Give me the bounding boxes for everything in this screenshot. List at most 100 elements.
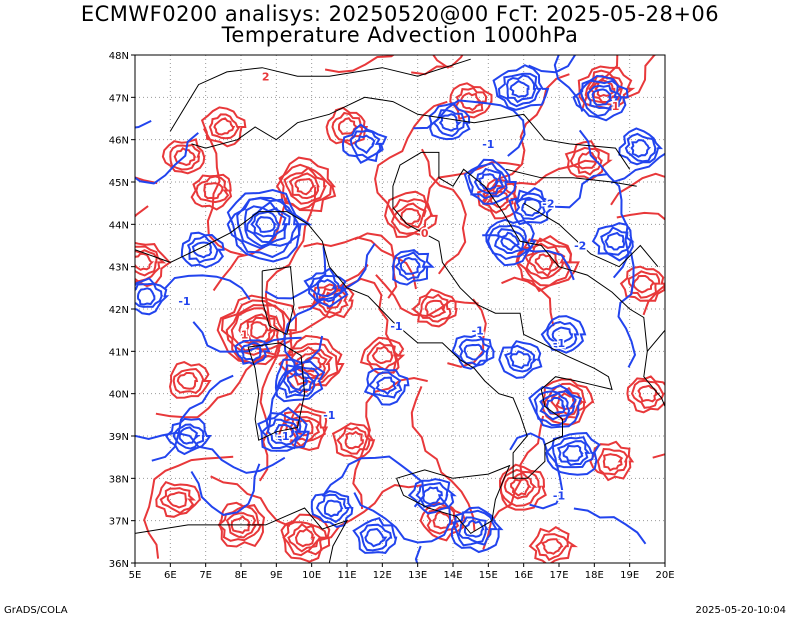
- coast-line: [646, 304, 665, 352]
- contour-line: [492, 64, 550, 111]
- contour-line: [393, 202, 427, 229]
- contour-line: [135, 252, 155, 271]
- contour-line: [169, 143, 201, 171]
- lon-tick-label: 19E: [620, 570, 639, 581]
- contour-line: [288, 416, 321, 443]
- contour-line: [415, 481, 449, 508]
- contour-line: [482, 415, 545, 550]
- contour-line: [540, 315, 587, 354]
- lon-tick-label: 15E: [479, 570, 498, 581]
- contour-line: [451, 333, 496, 370]
- contour-line: [450, 506, 504, 554]
- contour-line: [164, 417, 212, 456]
- contour-line: [516, 237, 572, 287]
- contour-line: [600, 226, 635, 256]
- contour-label: -1: [390, 320, 402, 333]
- lat-tick-label: 38N: [109, 474, 129, 485]
- contour-line: [577, 65, 636, 110]
- lon-tick-label: 20E: [655, 570, 674, 581]
- contour-line: [246, 206, 288, 244]
- contour-line: [551, 326, 573, 344]
- contour-line: [400, 207, 422, 225]
- lat-tick-label: 47N: [109, 93, 129, 104]
- contour-line: [303, 267, 349, 308]
- contour-line: [195, 175, 230, 204]
- coast-line: [191, 96, 446, 149]
- contour-line: [610, 152, 665, 184]
- lat-tick-label: 37N: [109, 517, 129, 528]
- coast-line: [135, 507, 349, 563]
- contour-line: [275, 156, 337, 213]
- contour-line: [283, 166, 327, 205]
- contour-line: [619, 265, 665, 302]
- contour-line: [159, 487, 196, 515]
- contour-line: [449, 82, 493, 121]
- contour-line: [337, 117, 360, 135]
- contour-line: [562, 444, 584, 462]
- lon-tick-label: 18E: [585, 570, 604, 581]
- contour-line: [556, 440, 591, 467]
- coast-line: [135, 151, 665, 479]
- contour-line: [190, 463, 261, 516]
- contour-line: [591, 88, 613, 106]
- contour-line: [143, 455, 234, 559]
- lat-tick-label: 39N: [109, 432, 129, 443]
- contour-label: 0: [421, 227, 429, 240]
- contour-line: [226, 188, 313, 263]
- contour-line: [630, 139, 652, 158]
- contour-line: [352, 517, 398, 554]
- contour-label: 2: [262, 70, 270, 83]
- lat-tick-label: 41N: [109, 347, 129, 358]
- contour-line: [250, 321, 270, 340]
- contour-line: [135, 132, 199, 185]
- contour-line: [419, 293, 452, 323]
- contour-line: [473, 167, 505, 195]
- contour-line: [498, 340, 543, 379]
- contour-line: [523, 242, 566, 280]
- contour-line: [285, 342, 339, 387]
- contour-label: 1: [241, 329, 249, 342]
- contour-line: [457, 516, 489, 544]
- contour-label: -1: [472, 324, 484, 337]
- lon-tick-label: 6E: [164, 570, 177, 581]
- contour-line: [240, 341, 263, 362]
- axis-ticks: 5E 6E 7E 8E 9E 10E 11E 12E 13E 14E 15E 16E 17E 18E 19E…: [109, 51, 675, 581]
- coast-line: [396, 464, 511, 535]
- contour-line: [624, 132, 657, 163]
- contour-line: [371, 345, 395, 365]
- map-subtitle: Temperature Advection 1000hPa: [221, 23, 579, 47]
- contour-line: [573, 507, 647, 545]
- contour-line: [632, 275, 657, 294]
- contour-line: [316, 278, 337, 298]
- contour-line: [546, 320, 580, 350]
- contour-line: [528, 526, 579, 563]
- contour-line: [586, 84, 619, 110]
- contour-line: [307, 274, 344, 303]
- contour-line: [482, 234, 575, 281]
- contour-line: [208, 113, 242, 140]
- contour-line: [467, 162, 509, 200]
- contour-line: [155, 354, 270, 419]
- contour-line: [180, 231, 225, 269]
- contour-line: [374, 100, 448, 216]
- lon-tick-label: 5E: [129, 570, 142, 581]
- coast-line: [247, 342, 306, 441]
- coast-line: [261, 266, 295, 336]
- negative-advection-contours: [135, 55, 665, 563]
- contour-line: [426, 506, 460, 535]
- lon-tick-label: 7E: [199, 570, 212, 581]
- contour-line: [135, 245, 167, 283]
- contour-label: -1: [277, 430, 289, 443]
- contour-line: [508, 187, 556, 226]
- lon-tick-label: 17E: [549, 570, 568, 581]
- contour-line: [594, 79, 616, 98]
- footer-timestamp: 2025-05-20-10:04: [695, 605, 786, 616]
- contour-line: [172, 423, 205, 450]
- contour-line: [331, 422, 376, 460]
- contour-line: [225, 512, 258, 539]
- lat-tick-label: 40N: [109, 390, 129, 401]
- contour-line: [534, 253, 557, 271]
- contour-line: [424, 299, 447, 319]
- contour-line: [551, 436, 595, 469]
